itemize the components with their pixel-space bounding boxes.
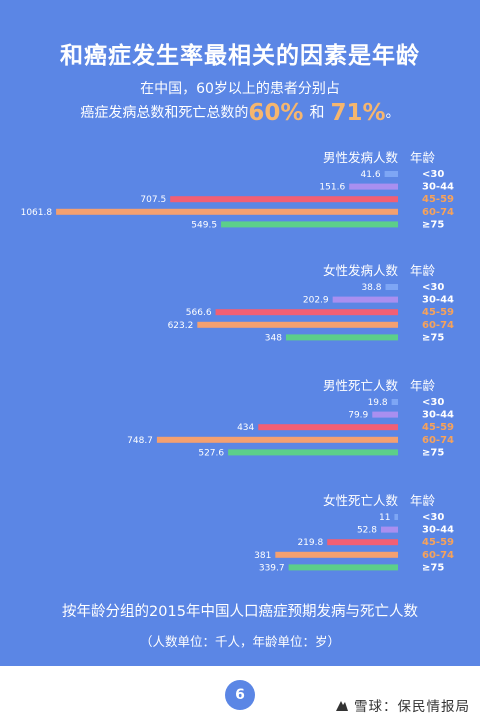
age-column-label: 年龄 [410, 493, 436, 508]
age-category-label: 30-44 [422, 182, 454, 193]
age-category-label: <30 [422, 169, 444, 180]
bar [288, 564, 398, 571]
watermark-text: 雪球：保民情报局 [354, 699, 470, 715]
subtitle-prefix: 癌症发病总数和死亡总数的 [80, 105, 249, 121]
bar-value-label: 151.6 [319, 183, 345, 193]
bar [327, 539, 398, 546]
watermark: 雪球：保民情报局 [334, 695, 470, 715]
age-category-label: <30 [422, 282, 444, 293]
subtitle-line-2: 癌症发病总数和死亡总数的60% 和 71%。 [0, 100, 480, 126]
bar [215, 309, 398, 316]
bar-value-label: 623.2 [168, 321, 194, 331]
death-share: 71% [330, 100, 386, 126]
age-category-label: 45-59 [422, 537, 454, 548]
bar [285, 334, 398, 341]
bar-value-label: 11 [379, 513, 390, 523]
bar [258, 424, 398, 431]
bar-value-label: 707.5 [140, 195, 166, 205]
age-category-label: 30-44 [422, 295, 454, 306]
bar [380, 526, 398, 533]
snowball-logo-icon [336, 701, 348, 711]
age-category-label: ≥75 [422, 219, 444, 230]
bar-value-label: 1061.8 [21, 208, 53, 218]
age-category-label: 45-59 [422, 194, 454, 205]
age-category-label: 30-44 [422, 410, 454, 421]
age-category-label: 60-74 [422, 320, 454, 331]
bar [385, 284, 398, 290]
bar-value-label: 566.6 [186, 308, 212, 318]
group-title: 女性死亡人数 [323, 493, 399, 508]
page-title: 和癌症发生率最相关的因素是年龄 [60, 43, 420, 69]
bar [56, 208, 398, 215]
bar [391, 399, 398, 405]
age-category-label: 60-74 [422, 550, 454, 561]
bar-value-label: 19.8 [368, 398, 388, 408]
group-title: 男性死亡人数 [323, 378, 399, 393]
bar-value-label: 339.7 [259, 563, 285, 573]
infographic-panel [0, 0, 480, 666]
bar [170, 196, 398, 203]
subtitle-suffix: 。 [385, 105, 400, 121]
age-column-label: 年龄 [410, 378, 436, 393]
bar-value-label: 549.5 [191, 220, 217, 230]
subtitle-line-1: 在中国，60岁以上的患者分别占 [140, 81, 340, 97]
bar [156, 436, 398, 443]
age-column-label: 年龄 [410, 263, 436, 278]
bar [349, 183, 398, 190]
age-category-label: <30 [422, 512, 444, 523]
age-category-label: 60-74 [422, 207, 454, 218]
bar-value-label: 38.8 [361, 283, 381, 293]
bar-value-label: 202.9 [303, 296, 329, 306]
bar-value-label: 527.6 [198, 448, 224, 458]
age-category-label: <30 [422, 397, 444, 408]
bar-value-label: 79.9 [348, 411, 368, 421]
units-note: （人数单位：千人，年龄单位：岁） [139, 634, 340, 649]
age-column-label: 年龄 [410, 150, 436, 165]
age-category-label: ≥75 [422, 562, 444, 573]
bar-value-label: 219.8 [297, 538, 323, 548]
group-title: 女性发病人数 [323, 263, 399, 278]
bar-value-label: 348 [265, 333, 282, 343]
bar-value-label: 381 [254, 551, 271, 561]
incidence-share: 60% [248, 100, 304, 126]
bar [384, 171, 398, 177]
bar-value-label: 41.6 [361, 170, 381, 180]
bar-value-label: 748.7 [127, 436, 153, 446]
age-category-label: 45-59 [422, 307, 454, 318]
bar [197, 321, 398, 328]
bar [332, 296, 398, 303]
chart-caption: 按年龄分组的2015年中国人口癌症预期发病与死亡人数 [62, 604, 418, 620]
page-number-badge[interactable]: 6 [225, 680, 255, 710]
age-category-label: 45-59 [422, 422, 454, 433]
bar [372, 411, 398, 418]
and-word: 和 [309, 103, 325, 121]
age-category-label: 30-44 [422, 525, 454, 536]
bar [221, 221, 398, 228]
age-category-label: ≥75 [422, 447, 444, 458]
bar [275, 551, 398, 558]
group-title: 男性发病人数 [323, 150, 399, 165]
bar [228, 449, 398, 456]
age-category-label: ≥75 [422, 332, 444, 343]
bar [394, 514, 398, 520]
bar-value-label: 434 [237, 423, 254, 433]
bar-value-label: 52.8 [357, 526, 377, 536]
age-category-label: 60-74 [422, 435, 454, 446]
